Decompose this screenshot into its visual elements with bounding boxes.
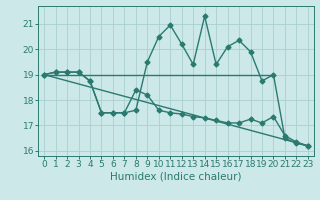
X-axis label: Humidex (Indice chaleur): Humidex (Indice chaleur) bbox=[110, 172, 242, 182]
